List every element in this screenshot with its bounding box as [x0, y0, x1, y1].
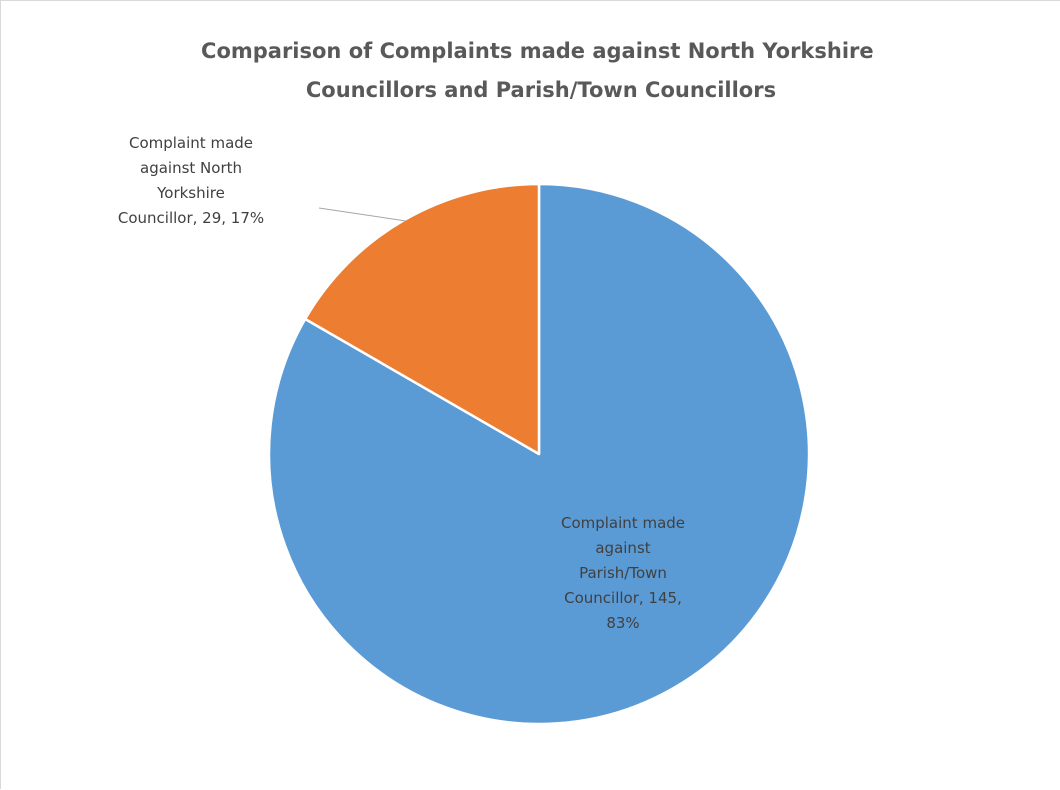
data-label-line: against North	[140, 159, 242, 177]
data-label-line: against	[595, 539, 650, 557]
data-label-parish-town: Complaint made against Parish/Town Councill…	[561, 514, 685, 632]
data-label-line: Councillor, 145,	[564, 589, 682, 607]
data-label-north-yorkshire: Complaint made against North Yorkshire Coun…	[118, 134, 264, 227]
data-label-line: Yorkshire	[156, 184, 225, 202]
data-label-line: 83%	[606, 614, 639, 632]
leader-line	[318, 207, 407, 222]
chart-title-line-2: Councillors and Parish/Town Councillors	[306, 78, 776, 102]
data-label-line: Complaint made	[561, 514, 685, 532]
chart-title: Comparison of Complaints made against No…	[201, 39, 881, 102]
pie-slices	[267, 182, 811, 726]
data-label-line: Councillor, 29, 17%	[118, 209, 264, 227]
data-label-line: Parish/Town	[579, 564, 667, 582]
chart-title-line-1: Comparison of Complaints made against No…	[201, 39, 874, 63]
data-label-line: Complaint made	[129, 134, 253, 152]
